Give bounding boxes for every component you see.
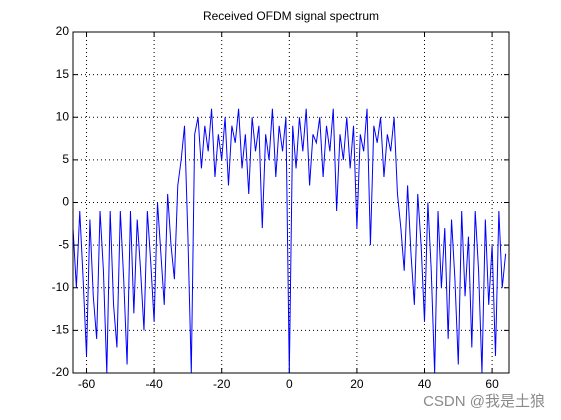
y-tick-label: 10 bbox=[56, 109, 70, 123]
y-tick-label: -5 bbox=[58, 237, 69, 251]
x-tick-label: -40 bbox=[145, 377, 163, 391]
axes-box bbox=[72, 31, 510, 374]
y-tick-label: 20 bbox=[56, 24, 70, 38]
y-tick-label: 15 bbox=[56, 67, 70, 81]
x-tick-label: 20 bbox=[350, 377, 364, 391]
y-tick-label: 0 bbox=[62, 195, 69, 209]
x-tick-label: 40 bbox=[418, 377, 432, 391]
chart-title: Received OFDM signal spectrum bbox=[203, 9, 379, 23]
y-tick-label: 5 bbox=[62, 152, 69, 166]
x-tick-label: 0 bbox=[286, 377, 293, 391]
y-tick-label: -10 bbox=[52, 280, 70, 294]
x-tick-label: 60 bbox=[485, 377, 499, 391]
y-tick-label: -20 bbox=[52, 365, 70, 379]
plot-area: -20 -15 -10 -5 0 5 10 15 20 -60 -40 -20 0 20 40 60 bbox=[52, 24, 509, 391]
x-tick-label: -20 bbox=[213, 377, 231, 391]
x-tick-label: -60 bbox=[78, 377, 96, 391]
watermark: CSDN @我是土狼 bbox=[423, 393, 545, 410]
y-tick-label: -15 bbox=[52, 323, 70, 337]
